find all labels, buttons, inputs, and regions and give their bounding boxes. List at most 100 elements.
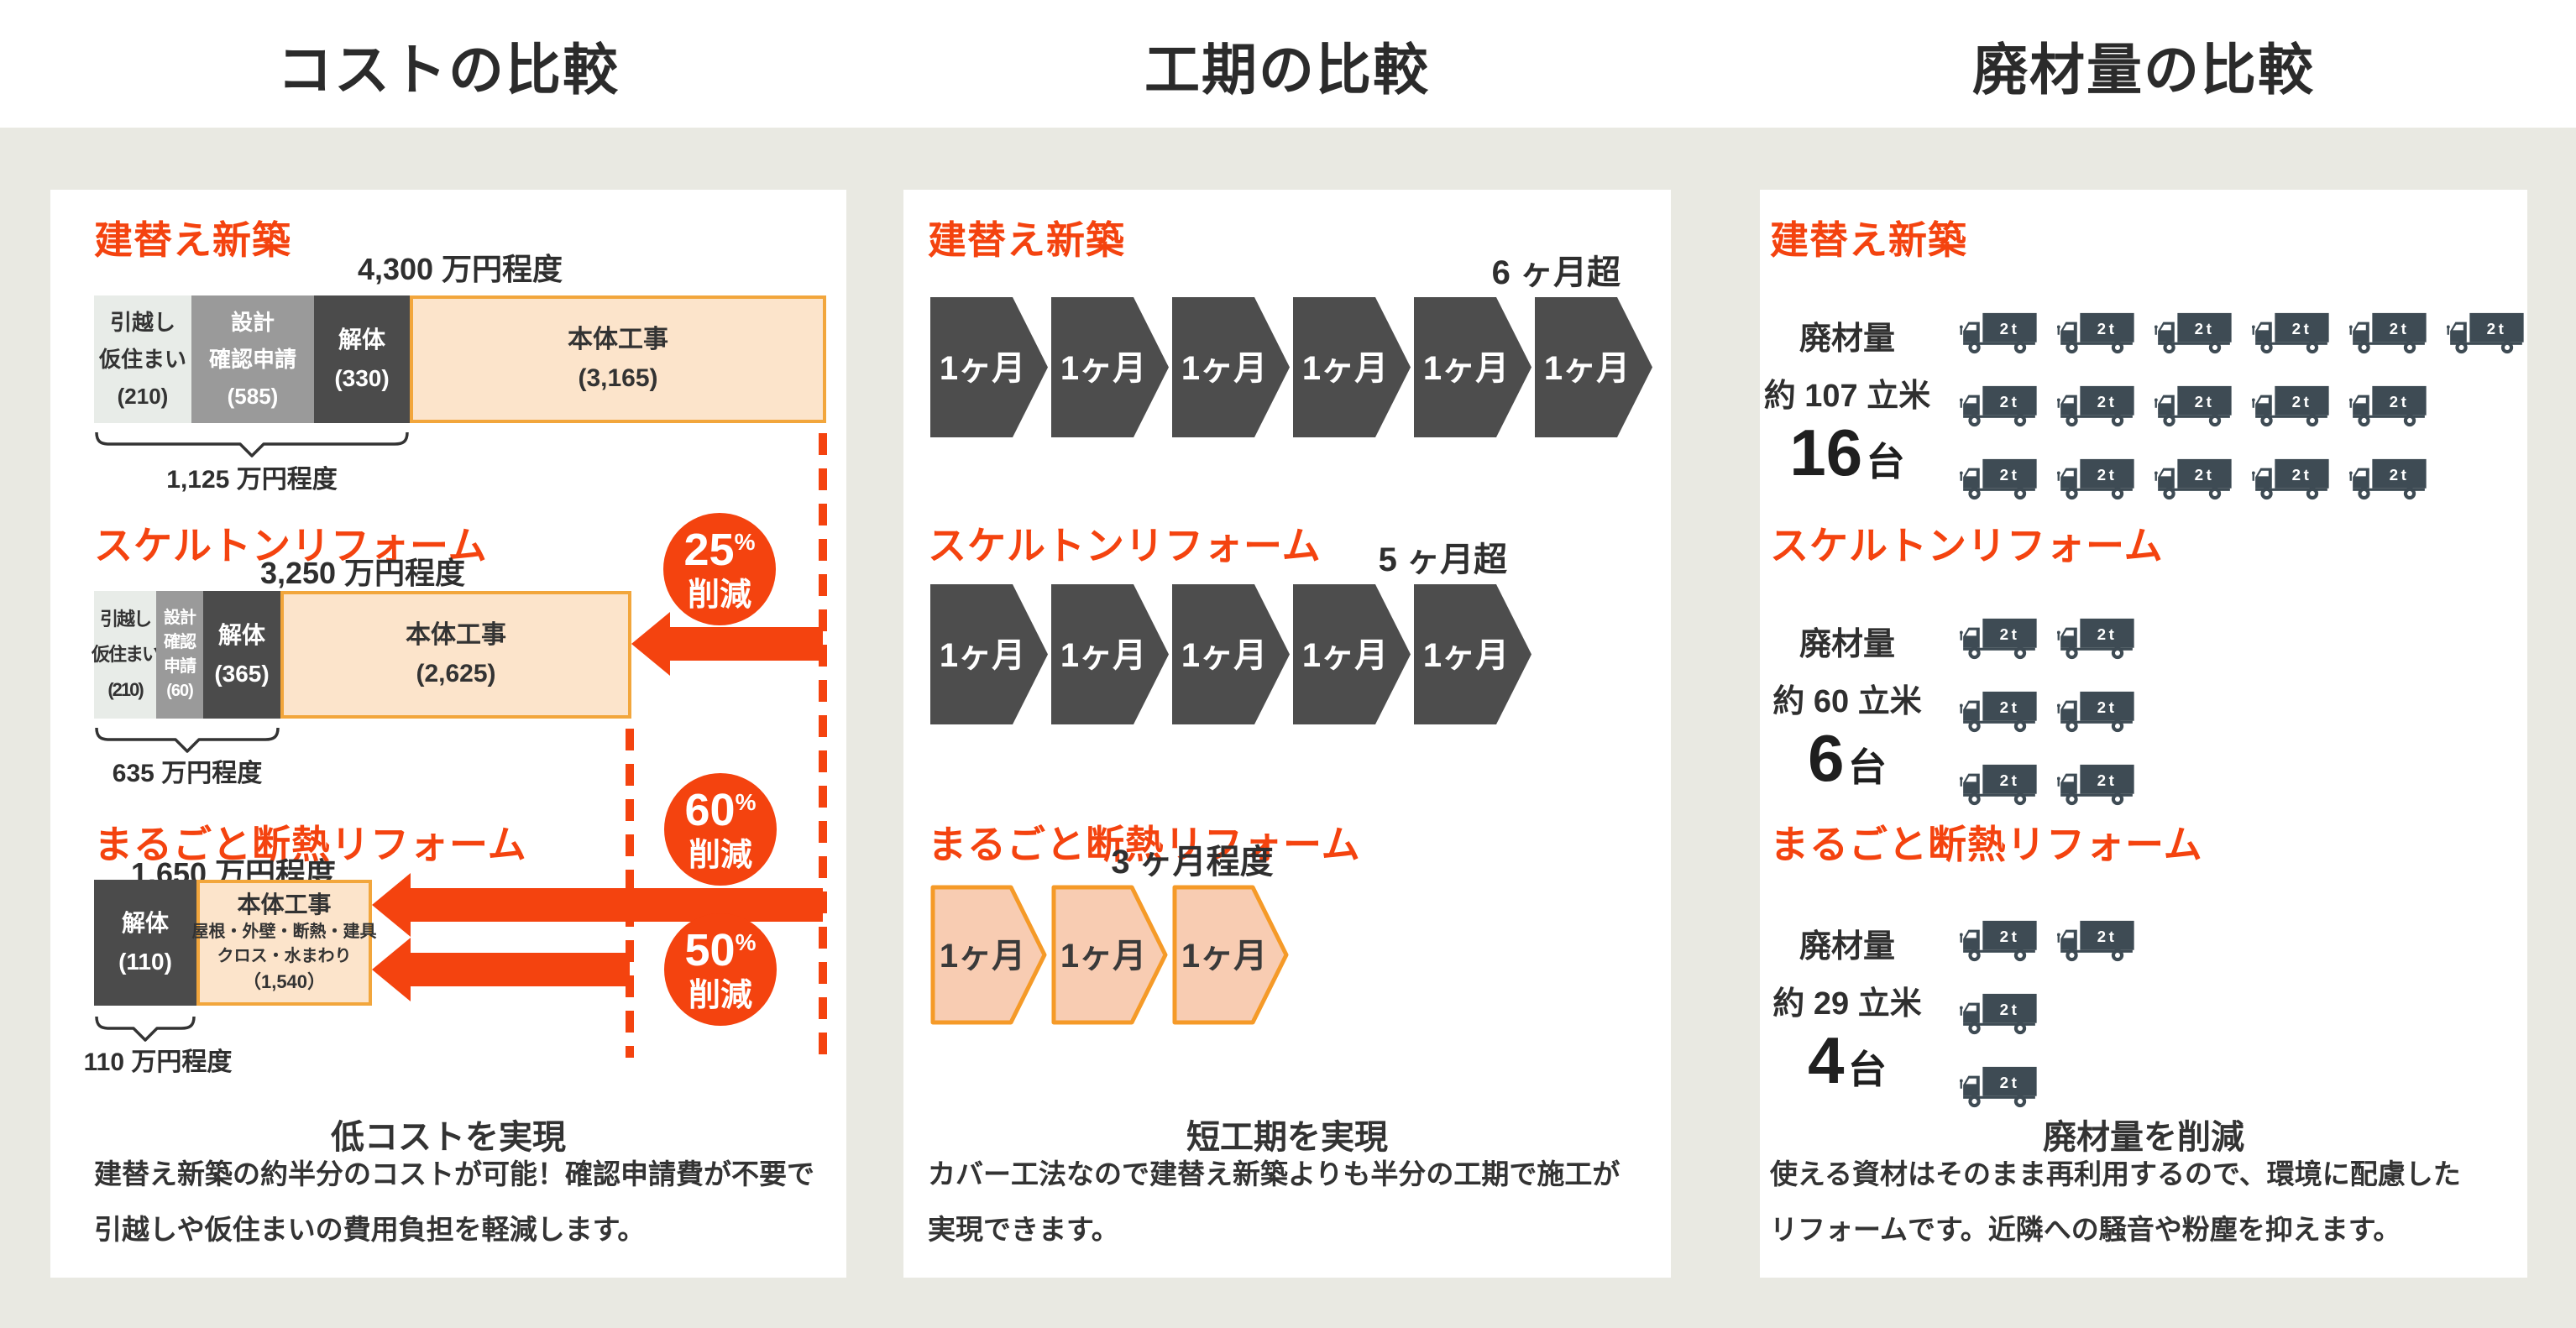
panel-schedule: 建替え新築 6 ヶ月超 1ヶ月 1ヶ月 1ヶ月 1ヶ月 1ヶ月 1ヶ月 スケルトンリフォー… (903, 190, 1671, 1278)
truck-count-number: 6 (1808, 721, 1845, 795)
text-line: 引越しや仮住まいの費用負担を軽減します。 (94, 1214, 646, 1245)
month-chevron-icon: 1ヶ月 (1172, 297, 1290, 437)
duration-label-skeleton: 5 ヶ月超 (1378, 541, 1507, 578)
svg-text:1ヶ月: 1ヶ月 (1423, 350, 1509, 387)
truck-icon: 2t (2057, 920, 2134, 962)
panel-waste: 建替え新築 廃材量 約 107 立米 16 台 2t 2t 2t 2t 2t 2t 2t 2t… (1760, 190, 2527, 1278)
svg-text:1ヶ月: 1ヶ月 (1060, 350, 1146, 387)
svg-text:2t: 2t (2000, 1074, 2020, 1091)
reduction-arrow-50 (372, 938, 411, 1001)
cost-footer-title: 低コストを実現 (331, 1119, 566, 1156)
svg-text:2t: 2t (2292, 466, 2312, 484)
waste-amount-label: 廃材量 (1798, 929, 1896, 965)
text-line: （1,540） (242, 971, 327, 992)
waste-volume-label: 約 29 立米 (1772, 986, 1922, 1022)
svg-text:2t: 2t (2097, 320, 2118, 337)
reduction-badge-50: 50% 削減 (664, 913, 777, 1026)
cost-section-title-skeleton: スケルトンリフォーム (94, 524, 488, 567)
svg-text:2t: 2t (2000, 320, 2020, 337)
cost-total-rebuild: 4,300 万円程度 (357, 252, 563, 286)
svg-text:2t: 2t (2097, 698, 2118, 716)
svg-text:1ヶ月: 1ヶ月 (940, 350, 1025, 387)
truck-icon: 2t (2057, 764, 2134, 806)
cost-section-title-insulation: まるごと断熱リフォーム (94, 823, 527, 866)
svg-text:2t: 2t (2000, 625, 2020, 643)
month-chevron-icon: 1ヶ月 (1414, 297, 1531, 437)
text-line: 本体工事 (568, 326, 668, 353)
svg-text:1ヶ月: 1ヶ月 (1544, 350, 1630, 387)
truck-icon: 2t (2057, 618, 2134, 660)
waste-volume-label: 約 107 立米 (1763, 379, 1931, 414)
month-chevron-icon: 1ヶ月 (930, 584, 1048, 724)
bar-segment-main-construction: 本体工事 (3,165) (410, 295, 826, 423)
waste-footer-text: 使える資材はそのまま再利用するので、環境に配慮した リフォームです。近隣への騒音や… (1770, 1147, 2461, 1257)
waste-truck-count: 6 台 (1808, 720, 1887, 797)
svg-text:1ヶ月: 1ヶ月 (1060, 938, 1146, 975)
page-title-waste: 廃材量の比較 (1972, 39, 2315, 101)
duration-label-insulation: 3 ヶ月程度 (1111, 844, 1274, 881)
text-line: 確認 (164, 633, 196, 651)
text-line: (2,625) (416, 660, 496, 688)
truck-icon: 2t (2057, 385, 2134, 427)
truck-icon: 2t (2155, 385, 2232, 427)
badge-value: 60 (684, 785, 736, 835)
waste-amount-label: 廃材量 (1798, 322, 1896, 357)
text-line: (330) (334, 365, 390, 391)
page-title-cost: コストの比較 (277, 39, 620, 101)
badge-label: 削減 (687, 578, 751, 613)
reduction-arrow-25-band (668, 627, 823, 661)
month-chevron-icon: 1ヶ月 (1051, 885, 1168, 1025)
reduction-arrow-60-band (409, 888, 823, 922)
bar-segment-main-construction: 本体工事 屋根・外壁・断熱・建具 クロス・水まわり （1,540） (192, 880, 377, 1006)
truck-icon: 2t (2057, 312, 2134, 354)
schedule-footer-text: カバー工法なので建替え新築よりも半分の工期で施工が 実現できます。 (928, 1147, 1620, 1257)
text-line: 解体 (217, 622, 265, 648)
svg-text:2t: 2t (2000, 928, 2020, 945)
text-line: 本体工事 (237, 891, 332, 918)
cost-bar-rebuild: 引越し 仮住まい (210) 設計 確認申請 (585) 解体 (330) 本体工事 (3,… (94, 295, 826, 423)
truck-icon: 2t (2252, 458, 2329, 500)
month-chevron-icon: 1ヶ月 (1414, 584, 1531, 724)
bar-segment-moving: 引越し仮住まい (210) (92, 591, 160, 719)
svg-text:2t: 2t (2000, 771, 2020, 789)
cost-bar-insulation: 解体 (110) 本体工事 屋根・外壁・断熱・建具 クロス・水まわり （1,540） (94, 880, 377, 1006)
truck-count-unit: 台 (1847, 745, 1887, 789)
svg-text:1ヶ月: 1ヶ月 (1302, 350, 1388, 387)
waste-footer-title: 廃材量を削減 (2043, 1119, 2244, 1156)
month-chevron-icon: 1ヶ月 (930, 297, 1048, 437)
bar-segment-design: 設計 確認 申請 (60) (156, 591, 203, 719)
badge-unit: % (734, 529, 756, 555)
waste-section-title-insulation: まるごと断熱リフォーム (1770, 823, 2203, 866)
truck-icon: 2t (1960, 1066, 2037, 1108)
truck-icon: 2t (1960, 691, 2037, 733)
truck-count-number: 16 (1789, 416, 1863, 489)
text-line: (60) (166, 682, 194, 700)
text-line: (365) (214, 661, 270, 687)
text-line: 使える資材はそのまま再利用するので、環境に配慮した (1770, 1158, 2461, 1189)
cost-subtotal-skeleton: 635 万円程度 (112, 760, 263, 787)
text-line: 申請 (164, 657, 196, 676)
svg-text:2t: 2t (2097, 771, 2118, 789)
duration-label-rebuild: 6 ヶ月超 (1491, 254, 1620, 291)
waste-truck-count: 4 台 (1808, 1022, 1887, 1099)
cost-subtotal-insulation: 110 万円程度 (83, 1048, 233, 1076)
text-line: 引越し (99, 609, 152, 630)
text-line: 実現できます。 (928, 1214, 1119, 1245)
text-line: 解体 (121, 910, 169, 936)
truck-icon: 2t (2252, 385, 2329, 427)
text-line: (210) (107, 679, 144, 700)
svg-text:1ヶ月: 1ヶ月 (1181, 350, 1267, 387)
text-line: 仮住まい (92, 644, 160, 665)
truck-count-unit: 台 (1847, 1048, 1887, 1091)
waste-amount-label: 廃材量 (1798, 627, 1896, 662)
truck-icon: 2t (1960, 618, 2037, 660)
bracket-icon (95, 431, 409, 457)
text-line: 仮住まい (98, 347, 186, 372)
cost-bar-skeleton: 引越し 仮住まい (210) 設計 確認 申請 (60) 解体 (365) 本体工事 (2,6… (92, 591, 631, 719)
svg-text:2t: 2t (2097, 393, 2118, 410)
svg-text:2t: 2t (2000, 698, 2020, 716)
text-line: 設計 (230, 310, 275, 335)
badge-label: 削減 (688, 978, 752, 1013)
svg-text:2t: 2t (2097, 466, 2118, 484)
svg-text:2t: 2t (2390, 466, 2410, 484)
